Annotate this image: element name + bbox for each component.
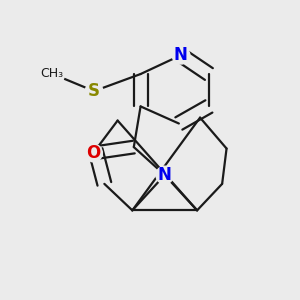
Text: O: O — [86, 144, 100, 162]
Circle shape — [85, 144, 102, 162]
Circle shape — [156, 166, 174, 184]
Text: N: N — [174, 46, 188, 64]
Circle shape — [38, 60, 64, 87]
Circle shape — [85, 82, 103, 100]
Circle shape — [172, 46, 190, 64]
Text: S: S — [88, 82, 100, 100]
Text: CH₃: CH₃ — [40, 67, 63, 80]
Text: N: N — [158, 166, 172, 184]
